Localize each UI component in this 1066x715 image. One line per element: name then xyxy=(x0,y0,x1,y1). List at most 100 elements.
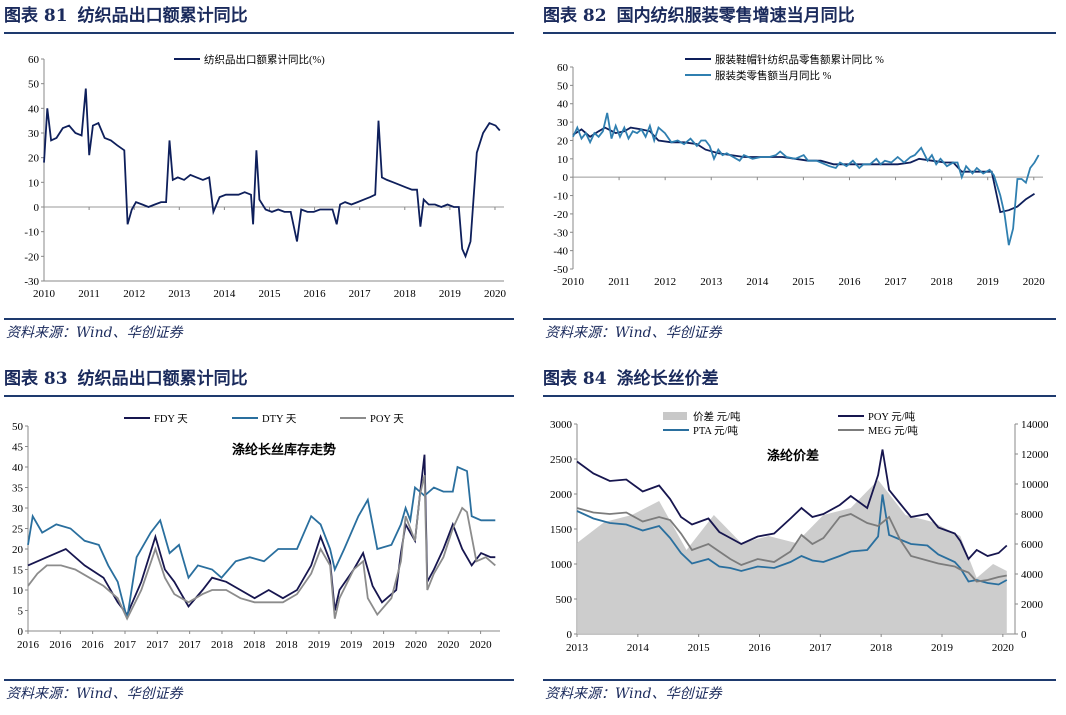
figure-title: 纺织品出口额累计同比 xyxy=(77,369,248,389)
panel-title: 图表 82 国内纺织服装零售增速当月同比 xyxy=(543,3,1056,29)
panel-title: 图表 83 纺织品出口额累计同比 xyxy=(4,366,514,392)
x-tick-label: 2019 xyxy=(977,276,1000,288)
figure-title: 涤纶长丝价差 xyxy=(616,369,719,389)
x-tick-label: 2014 xyxy=(746,276,769,288)
y-tick-label: 30 xyxy=(12,503,24,515)
y-tick-label: 3000 xyxy=(550,419,573,431)
y-tick-label: 40 xyxy=(12,462,24,474)
y-tick-label: 20 xyxy=(557,135,569,147)
series-line-1 xyxy=(27,465,496,619)
x-tick-label: 2012 xyxy=(123,288,145,300)
x-tick-label: 2015 xyxy=(258,288,281,300)
x-tick-label: 2018 xyxy=(394,288,417,300)
legend-item: PTA 元/吨 xyxy=(663,424,738,437)
legend-item: 纺织品出口额累计同比(%) xyxy=(174,53,325,66)
x-tick-label: 2018 xyxy=(276,639,299,651)
x-tick-label: 2016 xyxy=(17,639,40,651)
y-tick-label: 35 xyxy=(12,483,24,495)
y-tick-label: -10 xyxy=(24,227,39,239)
x-tick-label: 2016 xyxy=(82,639,105,651)
panel-81: 图表 81 纺织品出口额累计同比 -30 -20 -10 0 10 20 30 40 50 60 20… xyxy=(4,3,514,348)
x-tick-label: 2013 xyxy=(700,276,723,288)
x-tick-label: 2016 xyxy=(49,639,72,651)
y-tick-label: -20 xyxy=(553,209,568,221)
y2-tick-label: 6000 xyxy=(1021,539,1044,551)
x-tick-label: 2020 xyxy=(437,639,460,651)
legend-item: POY 天 xyxy=(340,414,404,425)
y-tick-label: 30 xyxy=(28,128,40,140)
figure-title: 纺织品出口额累计同比 xyxy=(77,6,248,26)
source-rule xyxy=(543,679,1056,681)
figure-number: 图表 81 xyxy=(4,6,68,26)
source-rule xyxy=(4,318,514,320)
legend-label: 纺织品出口额累计同比(%) xyxy=(204,53,325,66)
y-tick-label: 50 xyxy=(557,80,569,92)
series-line-0 xyxy=(43,88,501,259)
y-tick-label: 10 xyxy=(12,585,24,597)
y-tick-label: 1500 xyxy=(550,524,573,536)
chart-area: 0 500 1000 1500 2000 2500 3000 0 2000 4000 6000 800… xyxy=(543,398,1056,680)
x-tick-label: 2014 xyxy=(627,642,650,654)
legend-label: FDY 天 xyxy=(154,414,188,425)
y2-tick-label: 2000 xyxy=(1021,599,1044,611)
y-tick-label: 20 xyxy=(28,153,40,165)
x-tick-label: 2019 xyxy=(340,639,363,651)
y-tick-label: 1000 xyxy=(550,559,573,571)
legend-label: MEG 元/吨 xyxy=(868,424,918,437)
y-tick-label: 40 xyxy=(28,103,40,115)
y-tick-label: 0 xyxy=(563,172,569,184)
legend-label: POY 天 xyxy=(370,414,404,425)
legend-item: POY 元/吨 xyxy=(838,410,916,423)
series-area-spread xyxy=(577,480,1007,634)
source-note: 资料来源：Wind、华创证券 xyxy=(6,686,183,702)
legend-swatch xyxy=(663,412,687,420)
legend-label: 服装鞋帽针纺织品零售额累计同比 % xyxy=(715,53,884,66)
panel-title: 图表 81 纺织品出口额累计同比 xyxy=(4,3,514,29)
y-tick-label: 45 xyxy=(12,442,24,454)
x-tick-label: 2020 xyxy=(1023,276,1046,288)
series-line-0 xyxy=(572,126,1035,214)
x-tick-label: 2018 xyxy=(870,642,893,654)
x-tick-label: 2020 xyxy=(405,639,428,651)
y-tick-label: 10 xyxy=(557,154,569,166)
y2-tick-label: 0 xyxy=(1021,629,1027,641)
legend-item: MEG 元/吨 xyxy=(838,424,918,437)
source-rule xyxy=(543,318,1056,320)
series-line-3 xyxy=(576,507,1007,583)
title-rule xyxy=(4,32,514,34)
x-tick-label: 2015 xyxy=(792,276,815,288)
y2-tick-label: 8000 xyxy=(1021,509,1044,521)
legend-item: 价差 元/吨 xyxy=(663,410,741,423)
x-tick-label: 2012 xyxy=(654,276,676,288)
chart-area: -50 -40 -30 -20 -10 0 10 20 30 40 50 60 2010 2011 2012… xyxy=(543,35,1056,317)
x-tick-label: 2018 xyxy=(211,639,234,651)
y-tick-label: -40 xyxy=(553,246,568,258)
x-tick-label: 2020 xyxy=(470,639,493,651)
legend-item: DTY 天 xyxy=(232,414,297,425)
panel-82: 图表 82 国内纺织服装零售增速当月同比 -50 -40 -30 -20 -10 0 10 20… xyxy=(543,3,1056,348)
y2-tick-label: 12000 xyxy=(1021,449,1049,461)
y-tick-label: 25 xyxy=(12,524,24,536)
x-tick-label: 2011 xyxy=(608,276,630,288)
x-tick-label: 2020 xyxy=(992,642,1015,654)
source-rule xyxy=(4,679,514,681)
legend-item: 服装类零售额当月同比 % xyxy=(685,69,832,82)
source-note: 资料来源：Wind、华创证券 xyxy=(6,325,183,341)
y2-tick-label: 10000 xyxy=(1021,479,1049,491)
y-tick-label: 5 xyxy=(18,606,24,618)
line-chart: 0 5 10 15 20 25 30 35 40 45 50 2016 2016 2016 2017 2017… xyxy=(12,414,500,651)
chart-title: 涤纶价差 xyxy=(767,448,819,463)
chart-area: 0 5 10 15 20 25 30 35 40 45 50 2016 2016 2016 2017 2017… xyxy=(4,398,514,680)
y-tick-label: -10 xyxy=(553,191,568,203)
x-tick-label: 2016 xyxy=(749,642,772,654)
y2-tick-label: 4000 xyxy=(1021,569,1044,581)
y-tick-label: 50 xyxy=(12,421,24,433)
panel-83: 图表 83 纺织品出口额累计同比 0 5 10 15 20 25 30 35 40 45 50 2016… xyxy=(4,366,514,711)
y-tick-label: 0 xyxy=(18,626,24,638)
x-tick-label: 2018 xyxy=(931,276,954,288)
source-note: 资料来源：Wind、华创证券 xyxy=(545,325,722,341)
legend-label: DTY 天 xyxy=(262,414,297,425)
y-tick-label: 500 xyxy=(556,594,573,606)
x-tick-label: 2019 xyxy=(308,639,331,651)
x-tick-label: 2017 xyxy=(349,288,372,300)
